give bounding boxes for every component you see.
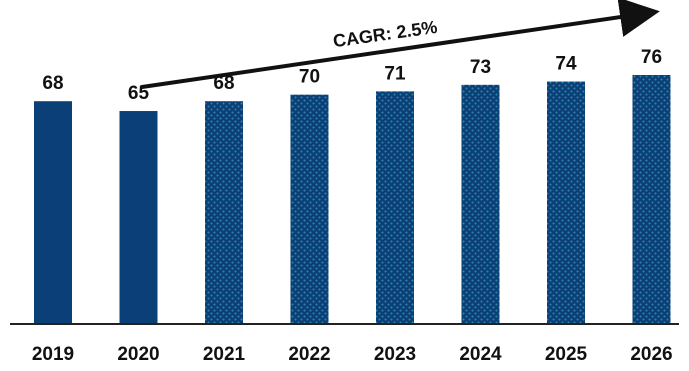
bars-layer	[34, 75, 671, 324]
bar-2019	[34, 101, 72, 324]
x-tick-label-2023: 2023	[374, 344, 416, 365]
value-label-2019: 68	[42, 73, 63, 94]
value-label-2025: 74	[555, 54, 577, 75]
bar-2024	[461, 84, 500, 324]
x-tick-label-2020: 2020	[117, 344, 159, 365]
bar-2020	[119, 111, 158, 324]
value-label-2022: 70	[299, 67, 320, 88]
x-tick-label-2025: 2025	[545, 344, 588, 365]
value-label-2021: 68	[213, 73, 234, 94]
tick-labels-layer: 2019 2020 2021 2022 2023 2024 2025 2026	[32, 344, 673, 365]
bar-2021	[205, 101, 243, 324]
value-label-2023: 71	[384, 63, 406, 84]
value-label-2024: 73	[470, 57, 491, 78]
x-tick-label-2022: 2022	[288, 344, 330, 365]
x-tick-label-2026: 2026	[630, 344, 672, 365]
x-tick-label-2024: 2024	[459, 344, 502, 365]
x-tick-label-2021: 2021	[203, 344, 246, 365]
value-labels-layer: 68 65 68 70 71 73 74 76	[42, 47, 662, 104]
bar-2026	[632, 75, 671, 324]
bar-2023	[376, 91, 414, 324]
x-tick-label-2019: 2019	[32, 344, 74, 365]
bar-2022	[290, 94, 329, 324]
value-label-2026: 76	[641, 47, 662, 68]
cagr-arrow	[140, 0, 660, 89]
bar-2025	[547, 81, 585, 324]
